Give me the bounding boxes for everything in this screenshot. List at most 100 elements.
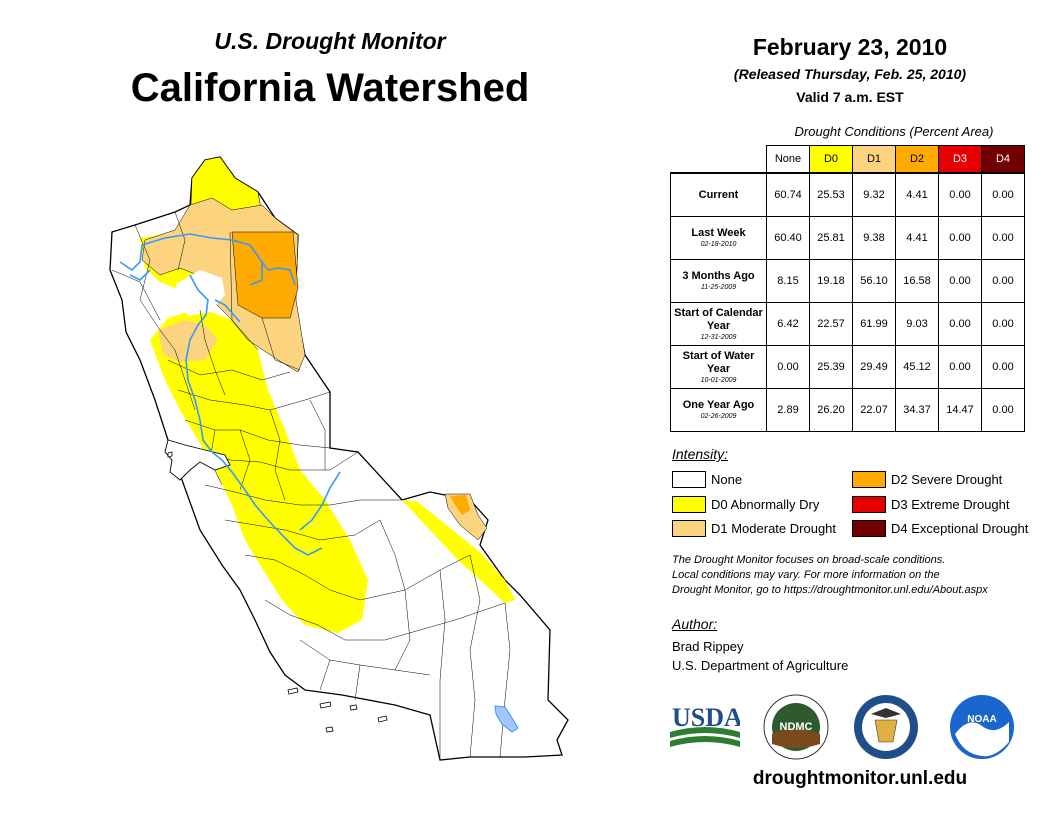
d2-northeast <box>231 231 299 319</box>
table-row: One Year Ago 02-26-2009 2.89 26.20 22.07 … <box>670 388 1025 432</box>
map-title: California Watershed <box>130 66 530 110</box>
legend-swatch-none <box>672 471 706 488</box>
cell-d4: 0.00 <box>981 259 1025 303</box>
valid-time: Valid 7 a.m. EST <box>796 89 904 105</box>
cell-none: 8.15 <box>766 259 810 303</box>
cell-d3: 0.00 <box>938 172 982 217</box>
ndmc-logo: NDMC <box>763 694 829 760</box>
channel-islands <box>167 451 388 733</box>
author-block: Brad Rippey U.S. Department of Agricultu… <box>672 637 848 675</box>
legend-label-d4: D4 Exceptional Drought <box>891 521 1029 536</box>
legend-label-d0: D0 Abnormally Dry <box>711 497 820 512</box>
salton-sea <box>494 705 519 733</box>
cell-d2: 9.03 <box>895 302 939 346</box>
author-heading: Author: <box>672 616 718 632</box>
cell-d3: 0.00 <box>938 259 982 303</box>
legend-heading: Intensity: <box>672 446 729 462</box>
cell-none: 6.42 <box>766 302 810 346</box>
drought-conditions-table: None D0 D1 D2 D3 D4 Current 60.74 25.53 … <box>670 145 1025 432</box>
watershed-map <box>109 156 569 761</box>
noaa-logo: NOAA <box>950 695 1014 759</box>
row-date: 02-18-2010 <box>700 241 737 248</box>
cell-d0: 25.39 <box>809 345 853 389</box>
legend-label-d3: D3 Extreme Drought <box>891 497 1010 512</box>
cell-d4: 0.00 <box>981 172 1025 217</box>
author-name: Brad Rippey <box>672 639 744 654</box>
legend-swatch-d4 <box>852 520 886 537</box>
col-d0: D0 <box>809 145 853 174</box>
row-date: 10-01-2009 <box>700 376 737 384</box>
table-row: Start of Calendar Year 12-31-2009 6.42 22… <box>670 302 1025 346</box>
cell-none: 60.74 <box>766 172 810 217</box>
cell-none: 2.89 <box>766 388 810 432</box>
legend-label-d1: D1 Moderate Drought <box>711 521 837 536</box>
cell-d3: 14.47 <box>938 388 982 432</box>
table-row: Start of Water Year 10-01-2009 0.00 25.39… <box>670 345 1025 389</box>
cell-d0: 19.18 <box>809 259 853 303</box>
cell-d3: 0.00 <box>938 216 982 260</box>
col-none: None <box>766 145 810 174</box>
table-caption: Drought Conditions (Percent Area) <box>794 124 994 139</box>
cell-d2: 4.41 <box>895 216 939 260</box>
row-label: Start of Calendar Year 12-31-2009 <box>670 302 767 346</box>
svg-text:NOAA: NOAA <box>967 714 996 725</box>
legend-swatch-d0 <box>672 496 706 513</box>
usda-logo: USDA <box>670 703 740 747</box>
cell-d3: 0.00 <box>938 345 982 389</box>
row-label: Current <box>670 172 767 217</box>
legend-swatch-d3 <box>852 496 886 513</box>
d1-valley <box>158 320 218 362</box>
cell-d1: 56.10 <box>852 259 896 303</box>
map-date: February 23, 2010 <box>752 34 948 60</box>
cell-d1: 61.99 <box>852 302 896 346</box>
cell-d2: 34.37 <box>895 388 939 432</box>
cell-d2: 45.12 <box>895 345 939 389</box>
subbasin-boundaries <box>111 211 511 760</box>
col-d3: D3 <box>938 145 982 174</box>
row-date: 12-31-2009 <box>700 333 737 341</box>
footer-url[interactable]: droughtmonitor.unl.edu <box>752 768 968 789</box>
cell-d3: 0.00 <box>938 302 982 346</box>
cell-d4: 0.00 <box>981 216 1025 260</box>
author-org: U.S. Department of Agriculture <box>672 658 849 673</box>
table-row: Last Week 02-18-2010 60.40 25.81 9.38 4.4… <box>670 216 1025 260</box>
cell-d1: 29.49 <box>852 345 896 389</box>
map-subtitle: U.S. Drought Monitor <box>214 28 446 54</box>
col-d1: D1 <box>852 145 896 174</box>
legend-swatch-d2 <box>852 471 886 488</box>
cell-d4: 0.00 <box>981 302 1025 346</box>
table-row: 3 Months Ago 11-25-2009 8.15 19.18 56.10 … <box>670 259 1025 303</box>
col-d2: D2 <box>895 145 939 174</box>
disclaimer-note: The Drought Monitor focuses on broad-sca… <box>672 554 988 596</box>
cell-d2: 4.41 <box>895 172 939 217</box>
row-date: 11-25-2009 <box>700 284 737 291</box>
commerce-seal <box>854 695 918 759</box>
cell-none: 0.00 <box>766 345 810 389</box>
cell-d4: 0.00 <box>981 345 1025 389</box>
row-label: One Year Ago 02-26-2009 <box>670 388 767 432</box>
row-label: Start of Water Year 10-01-2009 <box>670 345 767 389</box>
release-date: (Released Thursday, Feb. 25, 2010) <box>733 66 967 82</box>
cell-d0: 25.81 <box>809 216 853 260</box>
cell-d1: 9.32 <box>852 172 896 217</box>
d2-east <box>450 495 470 515</box>
cell-d0: 22.57 <box>809 302 853 346</box>
table-header-row: None D0 D1 D2 D3 D4 <box>671 145 1025 174</box>
bay-area <box>164 439 231 481</box>
cell-d4: 0.00 <box>981 388 1025 432</box>
col-d4: D4 <box>981 145 1025 174</box>
cell-d1: 22.07 <box>852 388 896 432</box>
table-row: Current 60.74 25.53 9.32 4.41 0.00 0.00 <box>670 172 1025 217</box>
cell-d0: 26.20 <box>809 388 853 432</box>
rivers <box>119 233 341 556</box>
row-label: 3 Months Ago 11-25-2009 <box>670 259 767 303</box>
legend-swatch-d1 <box>672 520 706 537</box>
legend-label-d2: D2 Severe Drought <box>891 472 1003 487</box>
svg-text:NDMC: NDMC <box>780 721 813 733</box>
d0-east-strip <box>402 500 515 603</box>
legend-label-none: None <box>711 472 743 487</box>
row-date: 02-26-2009 <box>700 413 737 420</box>
row-label: Last Week 02-18-2010 <box>670 216 767 260</box>
cell-none: 60.40 <box>766 216 810 260</box>
cell-d1: 9.38 <box>852 216 896 260</box>
